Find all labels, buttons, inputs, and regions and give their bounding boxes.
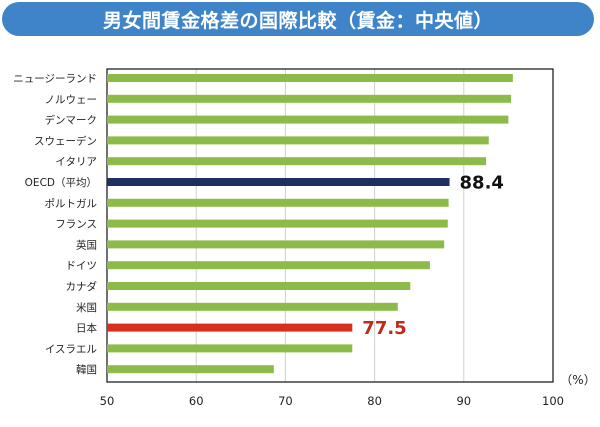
category-label: ドイツ xyxy=(66,260,98,272)
bar xyxy=(107,261,430,270)
bar xyxy=(107,136,489,145)
category-label: スウェーデン xyxy=(34,134,97,147)
title-banner: 男女間賃金格差の国際比較（賃金：中央値） xyxy=(2,2,594,36)
data-label: 77.5 xyxy=(362,318,406,339)
bar xyxy=(107,344,353,353)
category-label: 英国 xyxy=(76,238,97,251)
bar xyxy=(107,115,509,124)
x-tick-label: 100 xyxy=(542,394,564,408)
category-label: イスラエル xyxy=(45,343,97,355)
category-label: フランス xyxy=(55,219,97,231)
x-tick-label: 80 xyxy=(367,394,382,408)
bar xyxy=(107,178,450,186)
bar xyxy=(107,365,274,374)
bar xyxy=(107,74,513,82)
category-label: カナダ xyxy=(66,280,98,293)
category-label: ニュージーランド xyxy=(13,73,97,85)
bar xyxy=(107,302,398,311)
x-tick-label: 90 xyxy=(456,394,471,408)
category-label: 日本 xyxy=(76,322,97,335)
category-label: OECD（平均） xyxy=(25,177,97,189)
category-label: 韓国 xyxy=(76,364,97,376)
category-label: ポルトガル xyxy=(45,198,98,210)
category-label: イタリア xyxy=(55,156,97,168)
chart-title: 男女間賃金格差の国際比較（賃金：中央値） xyxy=(102,9,493,32)
bar xyxy=(107,282,411,290)
category-label: ノルウェー xyxy=(45,94,98,106)
bar xyxy=(107,219,448,228)
x-tick-label: 50 xyxy=(100,394,115,408)
bar xyxy=(107,94,512,103)
bar xyxy=(107,157,487,166)
x-tick-label: 60 xyxy=(189,394,204,408)
unit-label: （%） xyxy=(560,373,595,387)
bar xyxy=(107,240,445,249)
bar xyxy=(107,198,449,207)
data-label: 88.4 xyxy=(460,173,504,194)
bar xyxy=(107,323,353,332)
category-label: 米国 xyxy=(76,301,97,314)
category-label: デンマーク xyxy=(45,114,98,127)
x-tick-label: 70 xyxy=(278,394,293,408)
